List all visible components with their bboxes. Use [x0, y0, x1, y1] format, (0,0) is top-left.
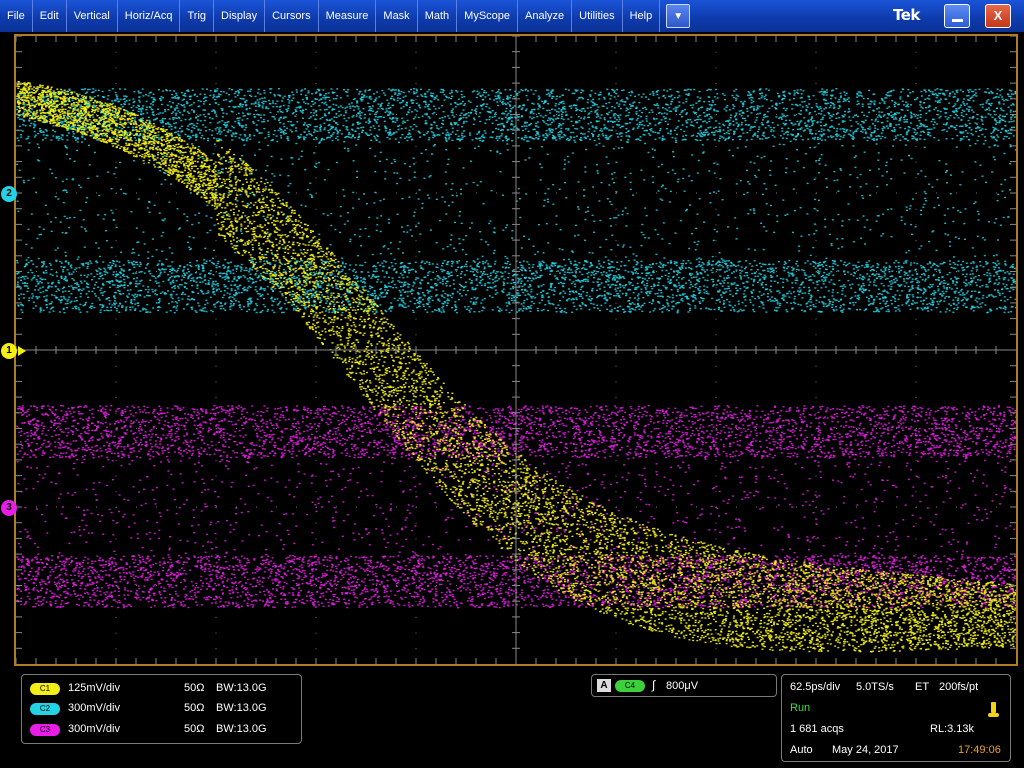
channel-3-row[interactable]: C3 300mV/div 50Ω BW:13.0G — [30, 722, 300, 738]
trigger-level-arrow-icon — [18, 346, 26, 356]
channel-1-row[interactable]: C1 125mV/div 50Ω BW:13.0G — [30, 681, 300, 697]
channel-2-row[interactable]: C2 300mV/div 50Ω BW:13.0G — [30, 701, 300, 717]
channel-2-marker[interactable]: 2 — [1, 186, 17, 202]
channel-1-marker[interactable]: 1 — [1, 343, 17, 359]
waveform-canvas — [16, 36, 1016, 664]
waveform-display[interactable] — [14, 34, 1018, 666]
channel-3-badge[interactable]: C3 — [30, 724, 60, 736]
channel-settings-panel: C1 125mV/div 50Ω BW:13.0G C2 300mV/div 5… — [21, 674, 302, 744]
acquisition-panel[interactable]: 62.5ps/div 5.0TS/s ET 200fs/pt Run 1 681… — [781, 674, 1011, 762]
trigger-level: 800μV — [666, 680, 698, 692]
minimize-icon — [952, 19, 963, 22]
menu-bar: File Edit Vertical Horiz/Acq Trig Displa… — [0, 0, 1024, 32]
channel-3-marker[interactable]: 3 — [1, 500, 17, 516]
rising-edge-icon: ∫ — [652, 678, 655, 692]
channel-3-impedance: 50Ω — [184, 723, 204, 735]
menu-dropdown-button[interactable]: ▼ — [666, 4, 690, 28]
channel-2-badge[interactable]: C2 — [30, 703, 60, 715]
timebase: 62.5ps/div — [790, 681, 840, 693]
menu-trig[interactable]: Trig — [180, 0, 214, 32]
trigger-source-badge[interactable]: C4 — [615, 680, 645, 692]
run-state: Run — [790, 702, 810, 714]
minimize-button[interactable] — [944, 4, 970, 28]
date: May 24, 2017 — [832, 744, 899, 756]
menu-math[interactable]: Math — [418, 0, 457, 32]
menu-measure[interactable]: Measure — [319, 0, 377, 32]
resolution: 200fs/pt — [939, 681, 978, 693]
menu-analyze[interactable]: Analyze — [518, 0, 572, 32]
menu-display[interactable]: Display — [214, 0, 265, 32]
menu-horiz-acq[interactable]: Horiz/Acq — [118, 0, 181, 32]
triangle-down-icon: ▼ — [673, 11, 683, 22]
menu-myscope[interactable]: MyScope — [457, 0, 518, 32]
menu-vertical[interactable]: Vertical — [67, 0, 118, 32]
menu-mask[interactable]: Mask — [376, 0, 417, 32]
channel-2-impedance: 50Ω — [184, 702, 204, 714]
channel-1-impedance: 50Ω — [184, 682, 204, 694]
trigger-mode: Auto — [790, 744, 813, 756]
menu-edit[interactable]: Edit — [33, 0, 67, 32]
brand-logo: Tek — [893, 6, 920, 24]
channel-1-scale: 125mV/div — [68, 682, 120, 694]
sample-rate: 5.0TS/s — [856, 681, 894, 693]
close-icon: X — [994, 8, 1003, 23]
time: 17:49:06 — [958, 744, 1001, 756]
trigger-settings-panel[interactable]: A C4 ∫ 800μV — [591, 674, 777, 697]
trigger-a-label: A — [597, 679, 611, 692]
acquisition-count: 1 681 acqs — [790, 723, 844, 735]
acquisition-mode: ET — [915, 681, 929, 693]
trigger-state-icon-base — [988, 713, 999, 717]
channel-1-badge[interactable]: C1 — [30, 683, 60, 695]
menu-utilities[interactable]: Utilities — [572, 0, 622, 32]
channel-3-scale: 300mV/div — [68, 723, 120, 735]
record-length: RL:3.13k — [930, 723, 974, 735]
channel-3-bandwidth: BW:13.0G — [216, 723, 267, 735]
menu-file[interactable]: File — [0, 0, 33, 32]
menu-help[interactable]: Help — [623, 0, 661, 32]
close-button[interactable]: X — [985, 4, 1011, 28]
menu-cursors[interactable]: Cursors — [265, 0, 319, 32]
channel-2-scale: 300mV/div — [68, 702, 120, 714]
trigger-state-icon — [991, 702, 996, 713]
channel-2-bandwidth: BW:13.0G — [216, 702, 267, 714]
channel-1-bandwidth: BW:13.0G — [216, 682, 267, 694]
